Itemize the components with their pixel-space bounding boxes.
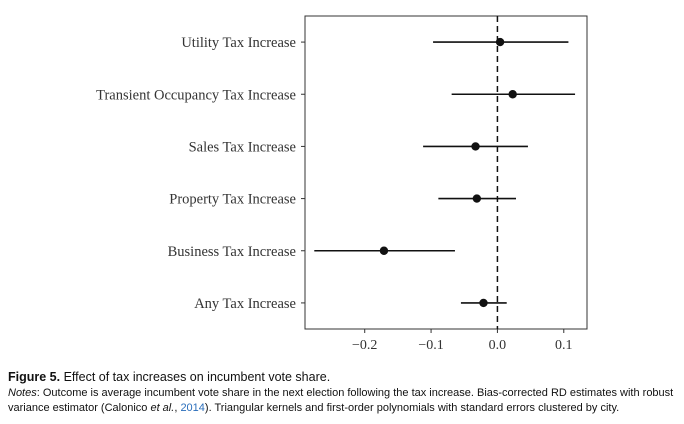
x-tick-label: −0.1	[418, 338, 443, 353]
x-tick-label: 0.0	[489, 338, 507, 353]
category-label: Property Tax Increase	[169, 192, 296, 208]
x-tick-label: 0.1	[555, 338, 573, 353]
notes-label: Notes	[8, 387, 37, 399]
figure-caption: Figure 5. Effect of tax increases on inc…	[8, 369, 680, 415]
category-label: Transient Occupancy Tax Increase	[96, 87, 296, 103]
notes-text-2: ,	[174, 401, 181, 414]
figure-title: Effect of tax increases on incumbent vot…	[63, 370, 331, 384]
category-label: Business Tax Increase	[168, 244, 296, 260]
figure-label: Figure 5.	[8, 370, 61, 384]
category-label: Utility Tax Increase	[181, 35, 296, 51]
notes-text: : Outcome is average incumbent vote shar…	[8, 387, 674, 414]
x-axis: −0.2 −0.1 0.0 0.1	[352, 329, 573, 353]
point-estimate	[479, 298, 488, 308]
point-estimate	[495, 37, 505, 47]
category-axis: Utility Tax Increase Transient Occupancy …	[96, 35, 305, 312]
notes-etal: et al.	[150, 401, 175, 414]
point-estimate	[472, 194, 482, 203]
point-estimate	[471, 142, 480, 151]
point-estimate	[379, 246, 389, 255]
x-tick-label: −0.2	[352, 338, 377, 353]
coefficient-chart: Utility Tax Increase Transient Occupancy …	[96, 15, 588, 353]
notes-text-3: ). Triangular kernels and first-order po…	[204, 401, 620, 414]
category-label: Sales Tax Increase	[189, 139, 296, 155]
category-label: Any Tax Increase	[194, 296, 296, 312]
figure-notes: Notes: Outcome is average incumbent vote…	[8, 386, 680, 415]
estimate-marks	[314, 37, 576, 308]
citation-year-link[interactable]: 2014	[180, 401, 205, 414]
plot-panel	[304, 15, 588, 330]
point-estimate	[508, 90, 517, 99]
figure-title-line: Figure 5. Effect of tax increases on inc…	[8, 369, 680, 385]
